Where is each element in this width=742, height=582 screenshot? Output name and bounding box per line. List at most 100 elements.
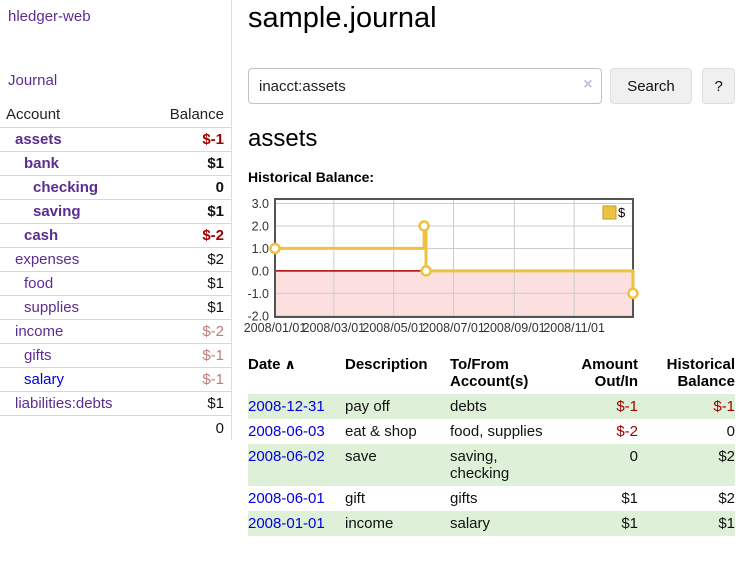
transaction-description: gift xyxy=(345,490,366,508)
transaction-balance: $2 xyxy=(640,444,735,487)
accounts-total-value: 0 xyxy=(215,420,224,437)
search-button[interactable]: Search xyxy=(609,68,693,105)
account-link-food[interactable]: food xyxy=(24,275,54,292)
svg-text:2008/09/01: 2008/09/01 xyxy=(483,321,546,335)
account-link-income[interactable]: income xyxy=(15,323,64,340)
account-balance: $2 xyxy=(207,251,224,268)
account-link-checking[interactable]: checking xyxy=(33,179,99,196)
account-balance: $-1 xyxy=(202,131,224,148)
account-row: checking 0 xyxy=(0,175,231,200)
accounts-table: Account Balance assets $-1 bank $1 check… xyxy=(0,103,231,441)
account-row: liabilities:debts $1 xyxy=(0,391,231,416)
transaction-accounts: salary xyxy=(450,511,562,537)
transaction-date-link[interactable]: 2008-06-01 xyxy=(248,490,325,508)
register-row: 2008-01-01 income salary $1 $1 xyxy=(248,511,735,537)
svg-text:0.0: 0.0 xyxy=(252,265,269,279)
clear-search-icon[interactable]: × xyxy=(583,76,593,94)
transaction-amount: $1 xyxy=(621,490,638,508)
svg-text:2008/07/01: 2008/07/01 xyxy=(422,321,485,335)
svg-text:2008/01/01: 2008/01/01 xyxy=(244,321,307,335)
transaction-description: income xyxy=(345,511,450,537)
account-balance: $1 xyxy=(207,275,224,292)
search-input[interactable] xyxy=(248,68,602,105)
chart-title: Historical Balance: xyxy=(248,169,375,186)
account-balance: $1 xyxy=(207,155,224,172)
account-balance: $1 xyxy=(207,299,224,316)
account-row: saving $1 xyxy=(0,199,231,224)
account-link-saving[interactable]: saving xyxy=(33,203,81,220)
register-row: 2008-06-02 save saving, checking 0 $2 xyxy=(248,444,735,487)
register-row: 2008-06-01 gift gifts $1 $2 xyxy=(248,486,735,511)
accounts-total-row: 0 xyxy=(0,415,231,442)
accounts-header-account: Account xyxy=(6,106,61,123)
transaction-amount: $-2 xyxy=(616,423,638,441)
svg-text:-1.0: -1.0 xyxy=(247,287,269,301)
account-link-liabilities-debts[interactable]: liabilities:debts xyxy=(15,395,113,412)
transaction-accounts: saving, checking xyxy=(450,444,562,487)
transaction-date-link[interactable]: 2008-01-01 xyxy=(248,515,325,533)
account-balance: 0 xyxy=(215,179,224,196)
account-row: food $1 xyxy=(0,271,231,296)
svg-text:2008/11/01: 2008/11/01 xyxy=(543,321,605,335)
account-link-salary[interactable]: salary xyxy=(24,371,65,388)
svg-text:2008/03/01: 2008/03/01 xyxy=(303,321,366,335)
transaction-balance: $1 xyxy=(640,511,735,537)
transaction-date-link[interactable]: 2008-12-31 xyxy=(248,398,325,416)
chart-svg: 3.0 2.0 1.0 0.0 -1.0 -2.02008/01/012008/03/01… xyxy=(244,197,639,335)
register-table: Date ∧ Description To/From Account(s) Amo… xyxy=(248,354,735,537)
register-row: 2008-12-31 pay off debts $-1 $-1 xyxy=(248,394,735,420)
page-title: sample.journal xyxy=(248,2,437,34)
historical-balance-chart: 3.0 2.0 1.0 0.0 -1.0 -2.0 2008/01/01 2008/03/01… xyxy=(244,190,735,342)
register-header-row: Date ∧ Description To/From Account(s) Amo… xyxy=(248,354,735,394)
app-title-link[interactable]: hledger-web xyxy=(8,8,91,25)
account-link-gifts[interactable]: gifts xyxy=(24,347,52,364)
account-row: income $-2 xyxy=(0,319,231,344)
account-row: bank $1 xyxy=(0,151,231,176)
register-header-amount: Amount Out/In xyxy=(581,356,638,391)
transaction-amount: $-1 xyxy=(616,398,638,416)
svg-text:-2.0: -2.0 xyxy=(247,310,269,324)
account-balance: $-2 xyxy=(202,227,224,244)
transaction-date-link[interactable]: 2008-06-03 xyxy=(248,423,325,441)
account-link-expenses[interactable]: expenses xyxy=(15,251,80,268)
account-row: assets $-1 xyxy=(0,127,231,152)
transaction-amount: 0 xyxy=(562,444,640,487)
svg-text:3.0: 3.0 xyxy=(252,197,269,211)
account-link-bank[interactable]: bank xyxy=(24,155,60,172)
accounts-header-row: Account Balance xyxy=(0,103,231,128)
transaction-balance: $2 xyxy=(718,490,735,508)
account-heading: assets xyxy=(248,125,318,153)
transaction-accounts: gifts xyxy=(450,490,478,508)
account-link-supplies[interactable]: supplies xyxy=(24,299,80,316)
accounts-header-balance: Balance xyxy=(169,106,224,123)
search-form: × Search ? xyxy=(248,68,735,105)
register-header-date[interactable]: Date ∧ xyxy=(248,356,296,374)
account-balance: $-1 xyxy=(202,371,224,388)
transaction-accounts: food, supplies xyxy=(450,423,543,441)
svg-text:2.0: 2.0 xyxy=(252,220,269,234)
svg-text:$: $ xyxy=(618,205,626,220)
transaction-accounts: debts xyxy=(450,394,562,420)
main-content: sample.journal × Search ? assets Histori… xyxy=(244,0,735,537)
help-button[interactable]: ? xyxy=(702,68,735,105)
svg-text:2008/05/01: 2008/05/01 xyxy=(362,321,425,335)
account-row: supplies $1 xyxy=(0,295,231,320)
transaction-balance: $-1 xyxy=(713,398,735,416)
svg-text:1.0: 1.0 xyxy=(252,242,269,256)
transaction-balance: 0 xyxy=(726,423,735,441)
account-row: salary $-1 xyxy=(0,367,231,392)
account-row: expenses $2 xyxy=(0,247,231,272)
sort-ascending-icon: ∧ xyxy=(284,356,296,373)
account-balance: $-2 xyxy=(202,323,224,340)
transaction-date-link[interactable]: 2008-06-02 xyxy=(248,448,325,466)
account-link-assets[interactable]: assets xyxy=(15,131,62,148)
transaction-description: save xyxy=(345,444,450,487)
sidebar-item-journal[interactable]: Journal xyxy=(8,72,58,89)
account-row: cash $-2 xyxy=(0,223,231,248)
transaction-description: pay off xyxy=(345,394,450,420)
sidebar: hledger-web Journal Account Balance asse… xyxy=(0,0,232,440)
account-row: gifts $-1 xyxy=(0,343,231,368)
account-link-cash[interactable]: cash xyxy=(24,227,59,244)
transaction-amount: $1 xyxy=(562,511,640,537)
account-balance: $-1 xyxy=(202,347,224,364)
